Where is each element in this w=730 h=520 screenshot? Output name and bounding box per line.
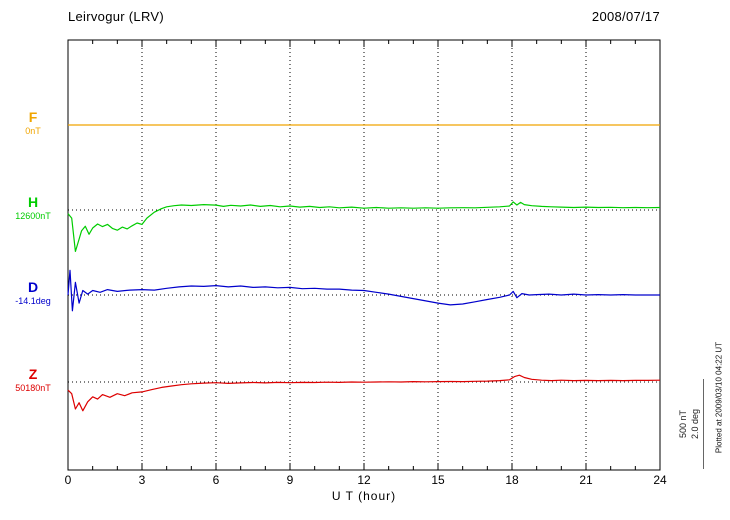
series-letter-F: F <box>28 109 38 125</box>
series-label-F: F 0nT <box>2 109 64 137</box>
plot-frame <box>67 39 661 471</box>
x-tick-label: 15 <box>431 473 445 487</box>
x-tick-label: 24 <box>653 473 667 487</box>
series-letter-H: H <box>27 194 39 210</box>
x-tick-label: 9 <box>287 473 294 487</box>
series-baseline-F: 0nT <box>25 126 41 137</box>
scale-bar-text: 500 nT 2.0 deg <box>677 395 703 453</box>
scale-bar-line <box>703 379 704 469</box>
trace-Z <box>67 374 661 412</box>
series-letter-D: D <box>27 279 39 295</box>
x-tick-label: 0 <box>65 473 72 487</box>
series-baseline-D: -14.1deg <box>15 296 51 307</box>
series-label-D: D -14.1deg <box>2 279 64 307</box>
station-title: Leirvogur (LRV) <box>68 9 165 24</box>
scale-bar-deg: 2.0 deg <box>690 408 701 440</box>
series-letter-Z: Z <box>28 366 38 382</box>
x-tick-label: 6 <box>213 473 220 487</box>
x-tick-label: 12 <box>357 473 371 487</box>
series-baseline-H: 12600nT <box>15 211 51 222</box>
x-axis-label: U T (hour) <box>331 489 397 503</box>
series-label-Z: Z 50180nT <box>2 366 64 394</box>
plotted-at-note: Plotted at 2009/03/10 04:22 UT <box>714 341 724 454</box>
date-label: 2008/07/17 <box>591 9 660 24</box>
x-tick-label: 18 <box>505 473 519 487</box>
series-label-H: H 12600nT <box>2 194 64 222</box>
series-baseline-Z: 50180nT <box>15 383 51 394</box>
x-tick-label: 21 <box>579 473 593 487</box>
scale-bar-nt: 500 nT <box>678 409 688 439</box>
trace-D <box>67 269 660 312</box>
x-tick-label: 3 <box>139 473 146 487</box>
trace-H <box>67 201 661 252</box>
